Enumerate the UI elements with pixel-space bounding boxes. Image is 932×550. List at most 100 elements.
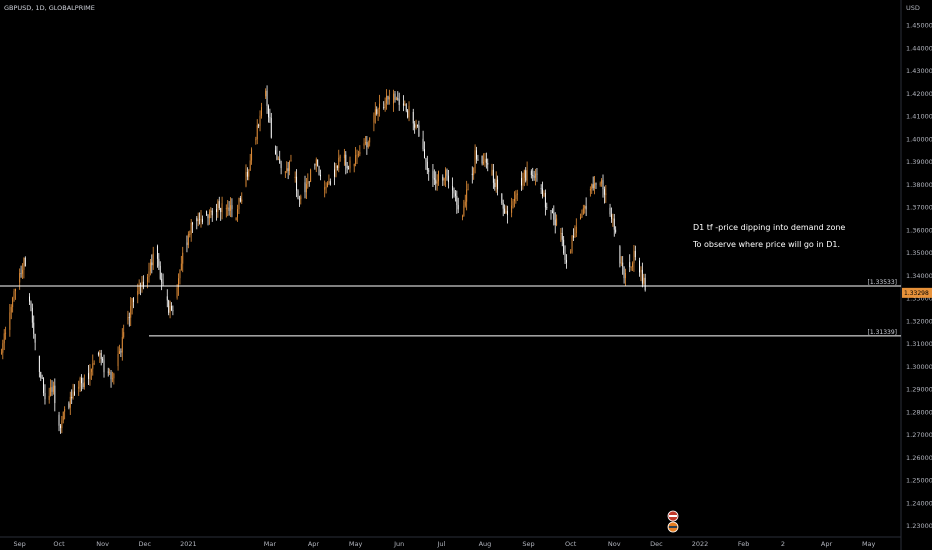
candle-body <box>461 216 463 218</box>
time-tick-label: Nov <box>608 540 621 548</box>
horizontal-levels[interactable]: [1.33533] [1.31339] 1.33298 <box>0 279 932 337</box>
price-tick-label: 1.37000 <box>906 204 932 212</box>
candle-body <box>158 258 160 266</box>
text-annotations[interactable]: D1 tf -price dipping into demand zone To … <box>692 223 845 249</box>
candle-body <box>438 171 440 182</box>
candle-body <box>574 233 576 238</box>
candle-body <box>280 163 282 169</box>
price-tick-label: 1.23000 <box>906 522 932 530</box>
candle-body <box>395 98 397 100</box>
candle-body <box>542 188 544 197</box>
level-label: [1.31339] <box>868 329 898 336</box>
candle-body <box>69 396 71 408</box>
candle-body <box>630 267 632 268</box>
chart-annotation[interactable]: To observe where price will go in D1. <box>692 240 840 249</box>
candle-body <box>277 158 279 160</box>
candle-body <box>447 175 449 182</box>
candle-body <box>196 218 198 222</box>
candle-body <box>609 207 611 215</box>
candle-body <box>603 189 605 195</box>
candle-body <box>34 333 36 343</box>
candle-body <box>533 176 535 178</box>
candle-body <box>266 90 268 106</box>
candle-body <box>9 312 11 330</box>
time-axis[interactable]: Sep Oct Nov Dec 2021 Mar Apr May Jun Jul Aug Sep Oct… <box>14 540 876 548</box>
candle-body <box>402 103 404 106</box>
candle-body <box>41 377 43 379</box>
time-tick-label: Oct <box>565 540 577 548</box>
candle-body <box>259 115 261 126</box>
candle-body <box>615 229 617 233</box>
candle-body <box>62 411 64 421</box>
candle-body <box>639 260 641 273</box>
candle-body <box>31 307 33 323</box>
economic-event-icons[interactable] <box>667 510 679 533</box>
time-tick-label: 2 <box>781 540 785 548</box>
candle-body <box>121 337 123 353</box>
price-tick-label: 1.40000 <box>906 135 932 143</box>
candle-body <box>485 158 487 163</box>
candle-body <box>130 305 132 318</box>
candle-body <box>156 246 158 259</box>
price-tick-label: 1.25000 <box>906 477 932 485</box>
candle-body <box>200 218 202 220</box>
candle-body <box>284 171 286 173</box>
time-tick-label: Jul <box>436 540 445 548</box>
candle-body <box>523 170 525 178</box>
candle-body <box>634 250 636 258</box>
candle-body <box>379 103 380 109</box>
candle-body <box>367 142 369 148</box>
candle-body <box>210 210 212 213</box>
candle-body <box>58 414 60 426</box>
price-tick-label: 1.43000 <box>906 67 932 75</box>
candle-body <box>255 139 257 141</box>
candle-body <box>550 210 552 212</box>
candle-body <box>117 353 119 367</box>
level-label: [1.33533] <box>868 279 898 286</box>
candle-body <box>171 305 172 311</box>
candle-body <box>502 203 504 209</box>
candle-body <box>187 234 189 246</box>
candle-body <box>92 363 94 369</box>
currency-label: USD <box>906 4 920 12</box>
candle-body <box>89 371 91 379</box>
candle-body <box>641 269 643 284</box>
candle-body <box>320 174 321 177</box>
candle-body <box>633 250 635 264</box>
candle-body <box>501 193 503 204</box>
candle-body <box>23 257 25 270</box>
candle-body <box>473 168 475 175</box>
candle-body <box>237 209 238 218</box>
candle-body <box>24 257 26 267</box>
candle-body <box>123 332 125 338</box>
candle-body <box>218 201 220 209</box>
candle-body <box>149 262 151 272</box>
candle-body <box>418 125 420 137</box>
candle-body <box>79 377 81 387</box>
price-axis[interactable]: 1.23000 1.24000 1.25000 1.26000 1.27000 1.280… <box>906 22 932 531</box>
candle-body <box>463 205 465 217</box>
candle-body <box>605 193 607 195</box>
candle-body <box>120 351 122 353</box>
candle-body <box>305 183 307 193</box>
candle-body <box>339 156 341 158</box>
candle-body <box>294 176 296 179</box>
candle-body <box>602 180 604 190</box>
candle-body <box>178 278 179 288</box>
candle-body <box>397 98 399 100</box>
candle-body <box>373 115 375 123</box>
candle-body <box>644 277 646 291</box>
candle-body <box>446 169 448 176</box>
chart-annotation[interactable]: D1 tf -price dipping into demand zone <box>693 223 845 232</box>
candle-body <box>43 378 45 394</box>
price-tick-label: 1.28000 <box>906 408 932 416</box>
candle-body <box>192 222 194 225</box>
candle-body <box>152 253 154 266</box>
candle-body <box>111 378 113 380</box>
candle-body <box>640 269 642 273</box>
candle-body <box>304 182 306 193</box>
candle-body <box>515 195 517 199</box>
candle-body <box>376 109 378 114</box>
